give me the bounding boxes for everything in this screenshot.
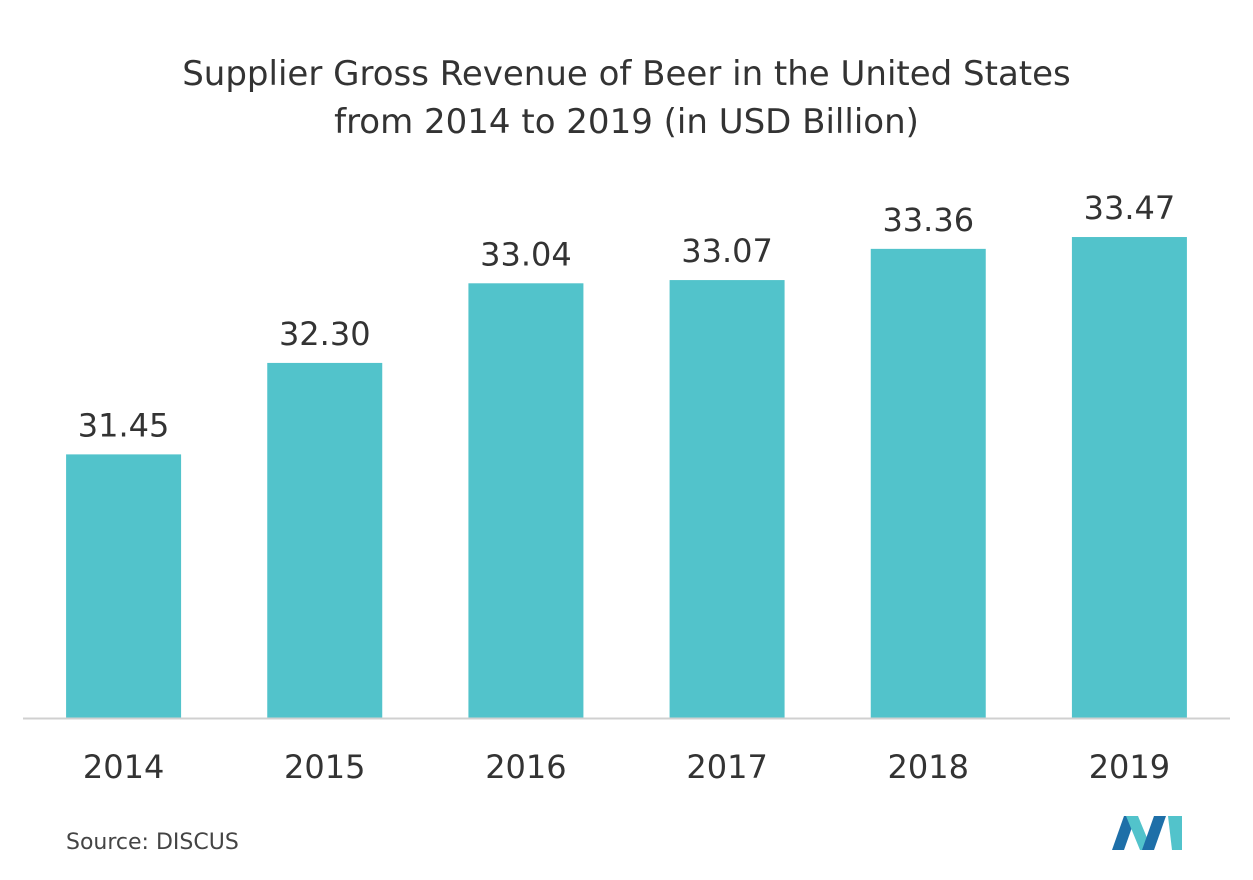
value-label-2017: 33.07 xyxy=(681,232,773,270)
x-tick-label-group: 2014 2015 2016 2017 2018 2019 xyxy=(83,748,1170,786)
bar-2018 xyxy=(870,248,986,718)
source-note: Source: DISCUS xyxy=(66,830,239,855)
chart-title-line-1: Supplier Gross Revenue of Beer in the Un… xyxy=(182,54,1071,94)
chart-title-line-2: from 2014 to 2019 (in USD Billion) xyxy=(334,102,919,142)
value-label-2018: 33.36 xyxy=(882,201,974,239)
x-tick-label-2017: 2017 xyxy=(686,748,767,786)
bar-2016 xyxy=(468,283,584,718)
x-tick-label-2018: 2018 xyxy=(888,748,969,786)
value-label-group: 31.45 32.30 33.04 33.07 33.36 33.47 xyxy=(78,189,1175,444)
x-tick-label-2016: 2016 xyxy=(485,748,566,786)
value-label-2014: 31.45 xyxy=(78,406,170,444)
bar-2019 xyxy=(1071,237,1187,718)
value-label-2016: 33.04 xyxy=(480,235,572,273)
x-tick-label-2014: 2014 xyxy=(83,748,164,786)
bar-group xyxy=(66,237,1187,718)
x-tick-label-2019: 2019 xyxy=(1089,748,1170,786)
bar-2014 xyxy=(66,454,182,718)
value-label-2015: 32.30 xyxy=(279,315,371,353)
x-tick-label-2015: 2015 xyxy=(284,748,365,786)
bar-2015 xyxy=(267,362,383,718)
value-label-2019: 33.47 xyxy=(1084,189,1176,227)
chart-title: Supplier Gross Revenue of Beer in the Un… xyxy=(0,50,1253,146)
mordor-intelligence-logo-icon xyxy=(1112,816,1182,850)
bar-2017 xyxy=(669,280,785,718)
